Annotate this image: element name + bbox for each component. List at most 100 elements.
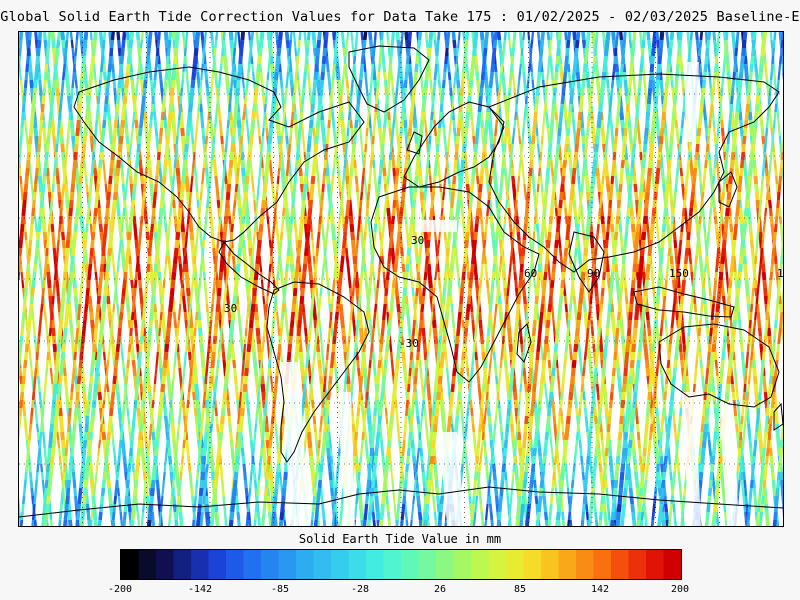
track-segment bbox=[110, 151, 115, 161]
track-segment bbox=[235, 263, 241, 273]
track-segment bbox=[153, 71, 158, 81]
track-segment bbox=[147, 247, 152, 257]
track-segment bbox=[309, 463, 315, 473]
track-segment bbox=[82, 487, 88, 497]
track-segment bbox=[164, 255, 168, 265]
track-segment bbox=[273, 295, 278, 305]
track-segment bbox=[108, 335, 112, 345]
track-segment bbox=[103, 103, 108, 113]
track-segment bbox=[305, 159, 310, 169]
track-segment bbox=[265, 79, 269, 89]
track-segment bbox=[338, 303, 344, 313]
track-segment bbox=[131, 87, 136, 97]
track-segment bbox=[67, 287, 72, 297]
track-segment bbox=[94, 79, 98, 89]
track-segment bbox=[131, 191, 136, 201]
track-segment bbox=[315, 343, 321, 353]
track-segment bbox=[93, 383, 99, 393]
track-segment bbox=[56, 431, 60, 441]
track-segment bbox=[108, 495, 113, 505]
track-segment bbox=[192, 367, 198, 377]
track-segment bbox=[213, 119, 218, 129]
track-segment bbox=[236, 167, 240, 177]
track-segment bbox=[112, 127, 118, 137]
track-segment bbox=[199, 79, 203, 89]
track-segment bbox=[301, 271, 307, 281]
track-segment bbox=[184, 351, 188, 361]
track-segment bbox=[210, 503, 216, 513]
track-segment bbox=[162, 207, 167, 217]
track-segment bbox=[125, 63, 131, 73]
track-segment bbox=[236, 399, 241, 409]
track-segment bbox=[105, 87, 110, 97]
track-segment bbox=[217, 103, 221, 113]
track-segment bbox=[82, 319, 87, 329]
track-segment bbox=[263, 463, 268, 473]
track-segment bbox=[117, 455, 121, 465]
track-segment bbox=[243, 183, 249, 193]
track-segment bbox=[211, 295, 215, 305]
track-segment bbox=[242, 463, 247, 473]
track-segment bbox=[237, 159, 241, 169]
track-segment bbox=[195, 231, 199, 241]
track-segment bbox=[143, 335, 148, 345]
track-segment bbox=[160, 87, 165, 97]
track-segment bbox=[221, 351, 226, 361]
track-segment bbox=[348, 287, 353, 297]
track-segment bbox=[143, 295, 148, 305]
track-segment bbox=[149, 303, 155, 313]
track-segment bbox=[239, 383, 243, 393]
track-segment bbox=[104, 271, 110, 281]
track-segment bbox=[97, 519, 102, 526]
track-segment bbox=[138, 55, 142, 65]
track-segment bbox=[138, 279, 143, 289]
track-segment bbox=[312, 127, 316, 137]
track-segment bbox=[199, 431, 203, 441]
track-segment bbox=[283, 519, 287, 526]
track-segment bbox=[139, 383, 144, 393]
track-segment bbox=[231, 351, 236, 361]
track-segment bbox=[39, 311, 43, 321]
track-segment bbox=[135, 375, 140, 385]
track-segment bbox=[141, 511, 145, 521]
track-segment bbox=[65, 143, 69, 153]
track-segment bbox=[102, 71, 108, 81]
track-segment bbox=[25, 239, 29, 249]
track-segment bbox=[187, 351, 192, 361]
track-segment bbox=[202, 231, 207, 241]
track-segment bbox=[63, 319, 69, 329]
track-segment bbox=[318, 375, 324, 385]
track-segment bbox=[82, 447, 87, 457]
track-segment bbox=[295, 263, 300, 273]
track-segment bbox=[207, 343, 211, 353]
track-segment bbox=[252, 191, 256, 201]
track-segment bbox=[96, 95, 101, 105]
track-segment bbox=[85, 415, 90, 425]
track-segment bbox=[180, 223, 186, 233]
track-segment bbox=[202, 159, 206, 169]
track-segment bbox=[104, 183, 108, 193]
track-segment bbox=[237, 247, 243, 257]
track-segment bbox=[31, 519, 35, 526]
track-segment bbox=[199, 263, 203, 273]
track-segment bbox=[40, 471, 44, 481]
track-segment bbox=[269, 255, 273, 265]
track-segment bbox=[233, 191, 238, 201]
track-segment bbox=[41, 223, 47, 233]
track-segment bbox=[289, 327, 294, 337]
track-segment bbox=[81, 495, 87, 505]
track-segment bbox=[252, 351, 257, 361]
track-segment bbox=[160, 383, 166, 393]
track-segment bbox=[55, 351, 61, 361]
track-segment bbox=[205, 207, 209, 217]
track-segment bbox=[359, 511, 365, 521]
track-segment bbox=[57, 335, 62, 345]
track-segment bbox=[155, 327, 160, 337]
track-segment bbox=[270, 32, 273, 41]
track-segment bbox=[256, 191, 260, 201]
track-segment bbox=[28, 279, 32, 289]
track-segment bbox=[208, 439, 212, 449]
track-segment bbox=[242, 383, 248, 393]
track-segment bbox=[259, 447, 264, 457]
track-segment bbox=[229, 39, 235, 49]
